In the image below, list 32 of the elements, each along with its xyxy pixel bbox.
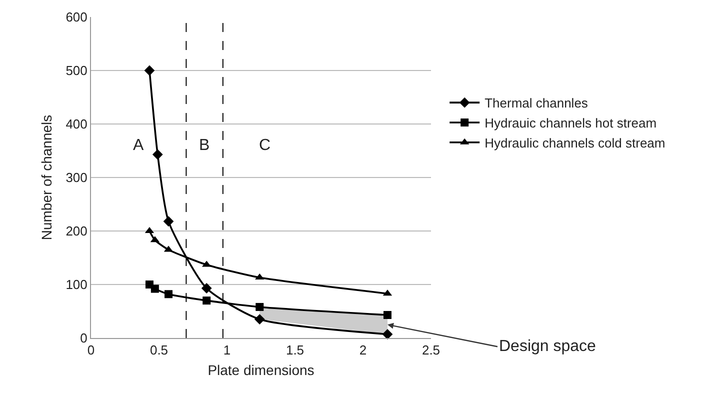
x-axis-title: Plate dimensions xyxy=(208,362,314,378)
x-tick-label: 2.5 xyxy=(422,342,440,358)
y-tick-label: 300 xyxy=(66,170,88,186)
x-tick-label: 1.5 xyxy=(286,342,304,358)
y-tick-label: 0 xyxy=(80,330,88,346)
y-tick-label: 500 xyxy=(66,63,88,78)
point xyxy=(201,283,212,294)
legend-label: Thermal channles xyxy=(484,96,588,111)
x-tick-label: 0.5 xyxy=(150,342,168,358)
annotation: Design space xyxy=(499,338,596,355)
point xyxy=(144,65,155,76)
point xyxy=(163,216,174,227)
y-tick-label: 200 xyxy=(66,224,88,239)
point xyxy=(164,290,173,298)
annotation: C xyxy=(259,137,271,154)
annotation: A xyxy=(133,137,144,154)
y-tick-label: 100 xyxy=(66,277,88,292)
y-tick-label: 400 xyxy=(66,116,88,132)
x-tick-label: 1 xyxy=(223,342,231,358)
point xyxy=(254,314,265,324)
point xyxy=(382,329,393,340)
point xyxy=(202,296,211,305)
annotation: B xyxy=(199,137,210,154)
point xyxy=(383,311,392,319)
point xyxy=(150,284,159,293)
point xyxy=(152,149,163,160)
legend-label: Hydraulic channels cold stream xyxy=(484,135,666,150)
point xyxy=(256,302,264,311)
y-tick-label: 600 xyxy=(66,10,88,25)
y-axis-title: Number of channels xyxy=(38,114,54,240)
x-tick-label: 2 xyxy=(359,342,367,358)
legend-label: Hydrauic channels hot stream xyxy=(484,116,657,131)
